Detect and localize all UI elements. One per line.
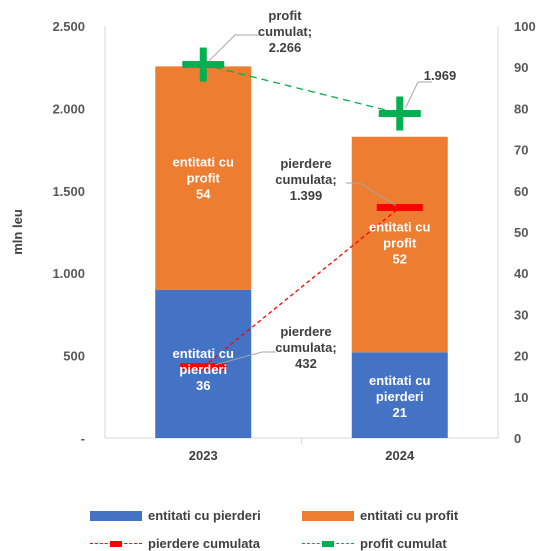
- y2-tick-label: 50: [514, 225, 528, 240]
- legend-swatch-losses: [90, 510, 142, 521]
- y-tick-label: 500: [63, 349, 85, 364]
- bar-label-profit: entitati cu profit 54: [173, 154, 234, 201]
- profit-line: [203, 63, 400, 115]
- y2-tick-label: 90: [514, 60, 528, 75]
- legend-item-profit-line: profit cumulat: [302, 536, 447, 551]
- y2-tick-label: 100: [514, 19, 536, 34]
- y2-tick-label: 20: [514, 349, 528, 364]
- legend-label-profit-line: profit cumulat: [360, 536, 447, 551]
- y-tick-label: 1.500: [52, 184, 85, 199]
- y2-tick-label: 40: [514, 266, 528, 281]
- callout-line: [208, 34, 262, 61]
- labels: entitati cu pierderi 36 entitati cu profit 54…: [173, 8, 457, 420]
- x-tick-label: 2023: [189, 448, 218, 463]
- y-tick-label: 2.000: [52, 101, 85, 116]
- annotation-loss-2023: pierdere cumulata; 432: [275, 324, 336, 371]
- chart: - 500 1.000 1.500 2.000 2.500 0 10 20 30 40 50 60 70 8…: [10, 8, 536, 463]
- point-profit-marker-v: [396, 96, 404, 131]
- legend-item-loss-line: pierdere cumulata: [90, 536, 260, 551]
- callout-line: [215, 351, 276, 366]
- y2-tick-label: 60: [514, 184, 528, 199]
- legend-item-losses: entitati cu pierderi: [90, 508, 261, 523]
- y2-tick-label: 70: [514, 143, 528, 158]
- y-tick-label: -: [81, 431, 85, 446]
- y-tick-label: 1.000: [52, 266, 85, 281]
- annotation-loss-2024: pierdere cumulata; 1.399: [275, 156, 336, 203]
- callout-line: [405, 81, 432, 108]
- bar-losses: [351, 352, 448, 438]
- legend-swatch-loss-line: [90, 539, 142, 549]
- bar-profit: [155, 66, 252, 290]
- bar-label-profit: entitati cu profit 52: [369, 220, 430, 267]
- y2-tick-label: 30: [514, 307, 528, 322]
- point-profit-marker-v: [199, 47, 207, 82]
- y2-tick-label: 10: [514, 390, 528, 405]
- annotation-profit-2023: profit cumulat; 2.266: [258, 8, 312, 55]
- annotation-profit-2024: 1.969: [424, 68, 457, 83]
- y-tick-label: 2.500: [52, 19, 85, 34]
- bar-label-losses: entitati cu pierderi 21: [369, 373, 430, 420]
- y-axis-label: mln leu: [10, 209, 25, 255]
- point-loss-marker: [180, 363, 227, 371]
- loss-line: [202, 206, 401, 368]
- callout-line: [346, 182, 397, 206]
- bar-profit: [351, 136, 448, 353]
- legend-swatch-profit: [302, 510, 354, 521]
- y2-tick-label: 80: [514, 101, 528, 116]
- lines: [180, 47, 423, 371]
- axes: - 500 1.000 1.500 2.000 2.500 0 10 20 30 40 50 60 70 8…: [10, 19, 536, 463]
- y2-tick-label: 0: [514, 431, 521, 446]
- legend-label-loss-line: pierdere cumulata: [148, 536, 260, 551]
- legend-label-profit: entitati cu profit: [360, 508, 459, 523]
- x-tick-label: 2024: [385, 448, 415, 463]
- legend-item-profit: entitati cu profit: [302, 508, 458, 523]
- legend-swatch-profit-line: [302, 539, 354, 549]
- point-loss-marker: [376, 203, 423, 211]
- bar-label-losses: entitati cu pierderi 36: [173, 346, 234, 393]
- legend-label-losses: entitati cu pierderi: [148, 508, 261, 523]
